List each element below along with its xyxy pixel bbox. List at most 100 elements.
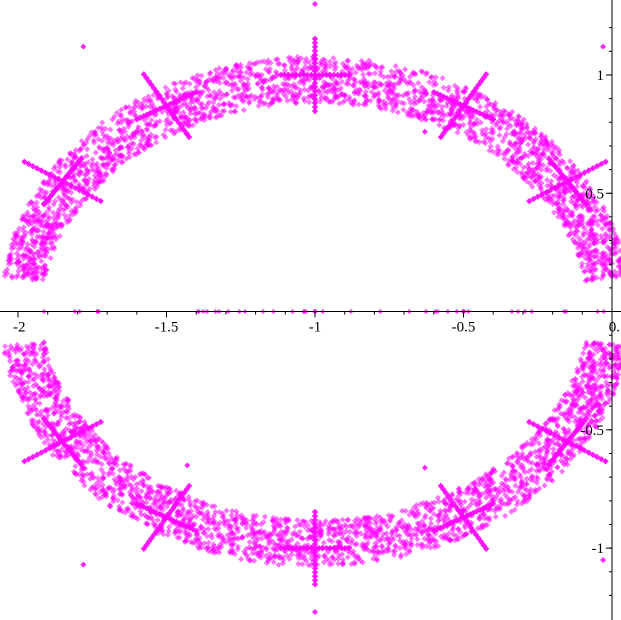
- spoke-point: [323, 71, 330, 79]
- data-point: [225, 71, 232, 78]
- spoke-point: [63, 180, 70, 187]
- data-point: [230, 540, 237, 547]
- data-point: [83, 152, 90, 159]
- data-point: [441, 517, 448, 524]
- data-point: [612, 236, 619, 243]
- data-point: [537, 448, 544, 455]
- data-point: [358, 66, 365, 73]
- data-point: [591, 392, 598, 399]
- data-point: [581, 268, 588, 275]
- data-point: [579, 213, 586, 220]
- spoke-point: [311, 47, 319, 55]
- data-point: [522, 442, 529, 449]
- data-point: [593, 199, 600, 206]
- data-point: [355, 101, 362, 108]
- spoke-point: [311, 577, 319, 584]
- spoke-point: [308, 544, 315, 552]
- data-point: [388, 68, 395, 75]
- data-point: [87, 475, 94, 482]
- data-point: [351, 559, 358, 566]
- data-point: [569, 209, 576, 216]
- data-point: [154, 482, 161, 489]
- data-point: [53, 397, 60, 404]
- data-point: [449, 527, 456, 534]
- data-point: [336, 100, 343, 107]
- data-point: [345, 80, 352, 87]
- data-point: [532, 177, 539, 184]
- data-point: [160, 531, 167, 538]
- data-point: [134, 485, 141, 492]
- spoke-point: [443, 521, 451, 529]
- data-point: [447, 507, 454, 514]
- data-point: [105, 471, 112, 478]
- spoke-point: [430, 89, 438, 96]
- data-point: [125, 481, 132, 488]
- data-point: [274, 531, 281, 538]
- data-point: [575, 217, 582, 224]
- spoke-point: [75, 157, 83, 165]
- data-point: [214, 544, 221, 551]
- data-point: [556, 210, 563, 217]
- data-point: [425, 535, 432, 542]
- data-point: [96, 483, 103, 490]
- data-point: [11, 373, 18, 380]
- data-point: [573, 227, 580, 234]
- data-point: [350, 82, 357, 89]
- data-point: [468, 496, 475, 503]
- data-point: [222, 539, 229, 546]
- data-point: [598, 383, 605, 390]
- data-point: [166, 524, 173, 531]
- data-point: [33, 263, 40, 270]
- data-point: [476, 515, 483, 522]
- spoke-point: [89, 193, 96, 200]
- data-point: [56, 380, 63, 387]
- spoke-point: [189, 90, 196, 97]
- data-point: [266, 90, 273, 97]
- data-point: [193, 513, 200, 520]
- data-point: [482, 94, 489, 101]
- data-point: [96, 178, 103, 185]
- data-point: [557, 410, 564, 417]
- data-point: [211, 78, 218, 85]
- data-point: [237, 73, 244, 80]
- data-point: [517, 130, 524, 137]
- data-point: [378, 542, 385, 549]
- data-point: [533, 474, 540, 481]
- data-point: [244, 76, 251, 83]
- data-point: [26, 254, 33, 261]
- data-point: [601, 208, 608, 215]
- data-point: [66, 216, 73, 223]
- data-point: [31, 256, 38, 263]
- data-point: [233, 535, 240, 542]
- data-point: [227, 523, 234, 530]
- data-point: [606, 381, 613, 388]
- data-point: [352, 69, 359, 76]
- data-point: [315, 87, 322, 94]
- data-point: [281, 81, 288, 88]
- data-point: [370, 555, 377, 562]
- data-point: [543, 448, 550, 455]
- data-point: [49, 228, 56, 235]
- data-point: [509, 488, 516, 495]
- data-point: [579, 378, 586, 385]
- data-point: [107, 126, 114, 133]
- data-point: [54, 448, 61, 455]
- data-point: [207, 69, 214, 76]
- data-point: [327, 63, 334, 70]
- data-point: [451, 82, 458, 89]
- data-point: [92, 490, 99, 497]
- data-point: [243, 517, 250, 524]
- spoke-point: [93, 420, 100, 428]
- data-point: [167, 119, 174, 126]
- data-point: [553, 201, 560, 208]
- data-point: [599, 225, 606, 232]
- data-point: [407, 105, 414, 112]
- data-point: [393, 68, 400, 75]
- data-point: [261, 513, 268, 520]
- data-point: [615, 366, 621, 373]
- data-point: [510, 475, 517, 482]
- data-point: [329, 99, 336, 106]
- data-point: [160, 506, 167, 513]
- data-point: [27, 247, 34, 254]
- data-point: [582, 185, 589, 192]
